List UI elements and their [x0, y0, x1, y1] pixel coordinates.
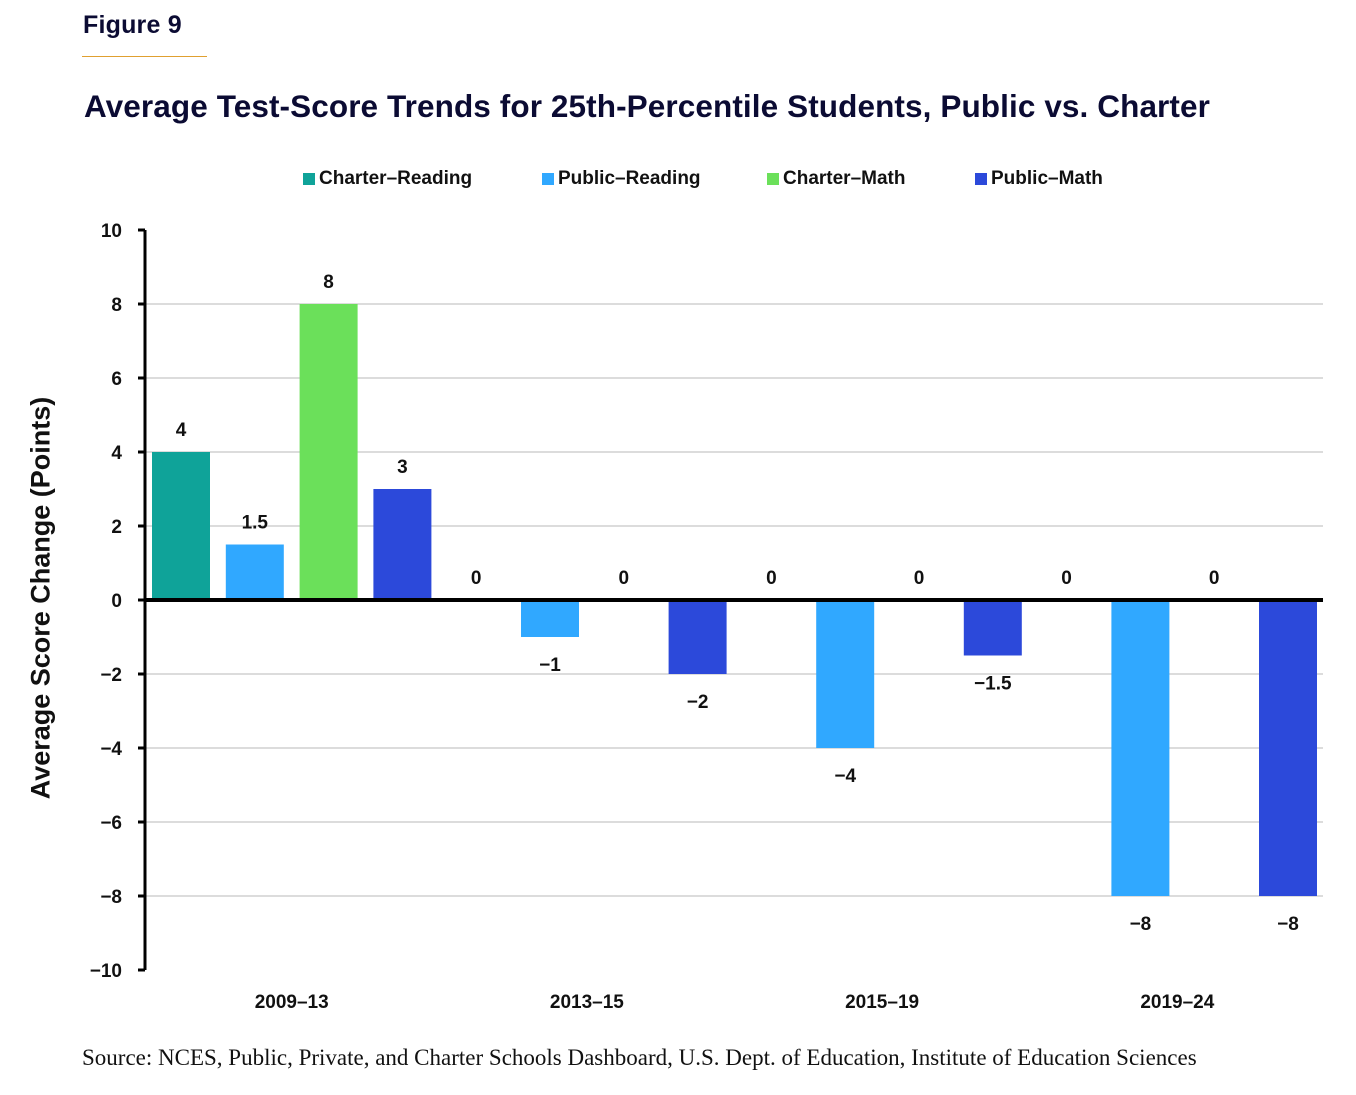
- bar-value-label: 0: [766, 568, 777, 589]
- bar-value-label: 1.5: [242, 513, 269, 534]
- bar: [668, 600, 727, 674]
- x-category-label: 2009–13: [255, 992, 329, 1013]
- bar-value-label: 0: [1061, 568, 1072, 589]
- y-tick-label: 10: [101, 221, 122, 242]
- bar: [152, 452, 210, 600]
- y-tick-label: −10: [90, 961, 122, 982]
- figure-label-underline: [82, 56, 207, 57]
- y-tick-label: −2: [100, 665, 122, 686]
- bar-value-label: −2: [687, 692, 709, 713]
- legend-label: Public–Math: [991, 168, 1103, 189]
- bar-value-label: −1.5: [974, 674, 1012, 695]
- x-category-label: 2019–24: [1140, 992, 1214, 1013]
- legend-label: Charter–Reading: [319, 168, 473, 189]
- bar-value-label: 0: [471, 568, 482, 589]
- y-tick-label: 8: [111, 295, 122, 316]
- legend-item-charter-reading: Charter–Reading: [303, 168, 472, 190]
- y-tick-label: −6: [100, 813, 122, 834]
- legend-label: Public–Reading: [558, 168, 701, 189]
- x-category-label: 2015–19: [845, 992, 919, 1013]
- y-tick-label: 0: [111, 591, 122, 612]
- legend-swatch-charter-math: [767, 173, 779, 185]
- bar-value-label: 4: [176, 420, 187, 441]
- bar: [816, 600, 875, 748]
- y-tick-label: 6: [111, 369, 122, 390]
- bar: [963, 600, 1022, 656]
- bars: [152, 304, 1317, 896]
- legend: Charter–Reading Public–Reading Charter–M…: [0, 168, 1356, 194]
- data-labels: 4 1.5 8 3 0 −1 0 −2 0 −4 0 −1.5 0 −8 0 −8: [176, 272, 1299, 935]
- bar: [1111, 600, 1170, 896]
- bar: [373, 489, 432, 600]
- legend-swatch-charter-reading: [303, 173, 315, 185]
- legend-label: Charter–Math: [783, 168, 906, 189]
- bar-value-label: −4: [834, 766, 856, 787]
- bar: [225, 544, 284, 600]
- x-category-label: 2013–15: [550, 992, 624, 1013]
- legend-swatch-public-reading: [542, 173, 554, 185]
- source-note: Source: NCES, Public, Private, and Chart…: [82, 1045, 1197, 1070]
- legend-swatch-public-math: [975, 173, 987, 185]
- y-tick-label: 4: [111, 443, 122, 464]
- bar-value-label: −1: [539, 655, 561, 676]
- figure-label: Figure 9: [83, 11, 182, 39]
- bar-value-label: 0: [1209, 568, 1220, 589]
- bar-value-label: 8: [323, 272, 334, 293]
- bar: [299, 304, 358, 600]
- y-tick-label: 2: [111, 517, 122, 538]
- y-tick-label: −4: [100, 739, 122, 760]
- chart-title: Average Test-Score Trends for 25th-Perce…: [84, 88, 1210, 124]
- legend-item-charter-math: Charter–Math: [767, 168, 905, 190]
- bar-value-label: −8: [1130, 914, 1152, 935]
- bar: [1259, 600, 1317, 896]
- legend-item-public-math: Public–Math: [975, 168, 1103, 190]
- bar-value-label: −8: [1277, 914, 1299, 935]
- bar: [521, 600, 579, 637]
- y-tick-label: −8: [100, 887, 122, 908]
- bar-value-label: 3: [397, 457, 408, 478]
- bar-value-label: 0: [619, 568, 630, 589]
- bar-value-label: 0: [914, 568, 925, 589]
- legend-item-public-reading: Public–Reading: [542, 168, 701, 190]
